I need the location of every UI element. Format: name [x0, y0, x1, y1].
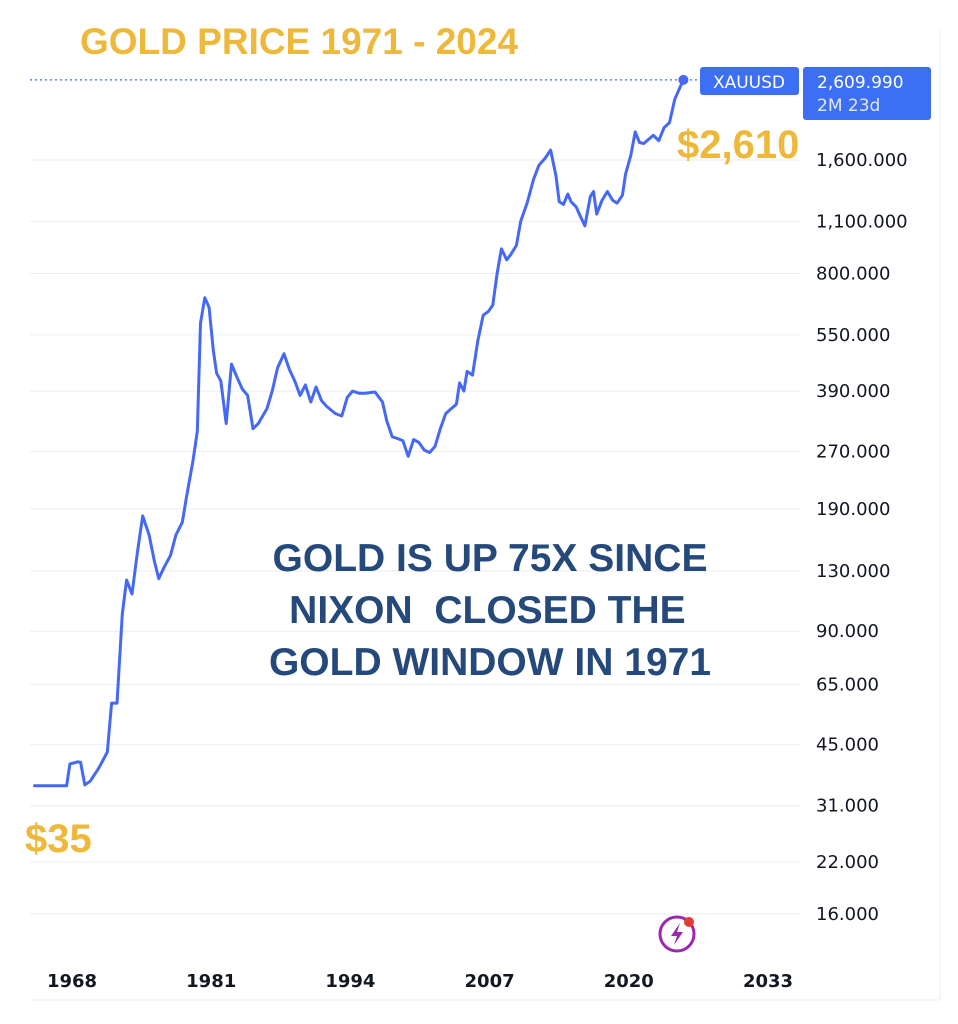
- y-tick-label: 1,100.000: [816, 211, 908, 232]
- series: [33, 74, 689, 788]
- y-tick-label: 800.000: [816, 263, 890, 284]
- end-price-label: $2,610: [677, 123, 799, 167]
- x-tick-label: 2007: [465, 971, 515, 992]
- start-price-label: $35: [25, 817, 92, 861]
- y-tick-label: 1,600.000: [816, 150, 908, 171]
- chart-title: GOLD PRICE 1971 - 2024: [80, 21, 518, 62]
- y-tick-label: 31.000: [816, 796, 879, 817]
- symbol-badge: [700, 67, 799, 95]
- value-badge: [803, 67, 931, 120]
- y-tick-label: 65.000: [816, 674, 879, 695]
- last-point-marker: [678, 74, 689, 85]
- y-axis: 16.000 22.000 31.000 45.000 65.000 90.000 130.…: [816, 150, 908, 925]
- snapshot-icon[interactable]: [658, 915, 696, 953]
- y-tick-label: 90.000: [816, 621, 879, 642]
- x-axis: 1968 1981 1994 2007 2020 2033: [47, 971, 793, 992]
- y-tick-label: 550.000: [816, 325, 890, 346]
- countdown-label: 2M 23d: [817, 96, 880, 116]
- y-tick-label: 190.000: [816, 499, 890, 520]
- y-tick-label: 270.000: [816, 441, 890, 462]
- y-tick-label: 16.000: [816, 904, 879, 925]
- x-tick-label: 1981: [186, 971, 236, 992]
- y-tick-label: 45.000: [816, 735, 879, 756]
- note-line-1: GOLD IS UP 75X SINCE: [273, 537, 708, 580]
- series-line: [33, 78, 685, 788]
- y-tick-label: 130.000: [816, 561, 890, 582]
- x-tick-label: 1994: [325, 971, 375, 992]
- x-tick-label: 2020: [604, 971, 654, 992]
- x-tick-label: 1968: [47, 971, 97, 992]
- annotation-note: GOLD IS UP 75X SINCE NIXON CLOSED THE GO…: [269, 537, 711, 684]
- lightning-icon: [671, 923, 683, 945]
- y-tick-label: 390.000: [816, 381, 890, 402]
- symbol-label: XAUUSD: [713, 73, 785, 93]
- note-line-3: GOLD WINDOW IN 1971: [269, 641, 711, 684]
- x-tick-label: 2033: [743, 971, 793, 992]
- grid: [30, 30, 941, 1001]
- notification-dot: [684, 917, 694, 927]
- y-tick-label: 22.000: [816, 852, 879, 873]
- price-badge: XAUUSD 2,609.990 2M 23d: [700, 67, 931, 120]
- last-value-label: 2,609.990: [817, 73, 904, 93]
- note-line-2: NIXON CLOSED THE: [278, 589, 685, 632]
